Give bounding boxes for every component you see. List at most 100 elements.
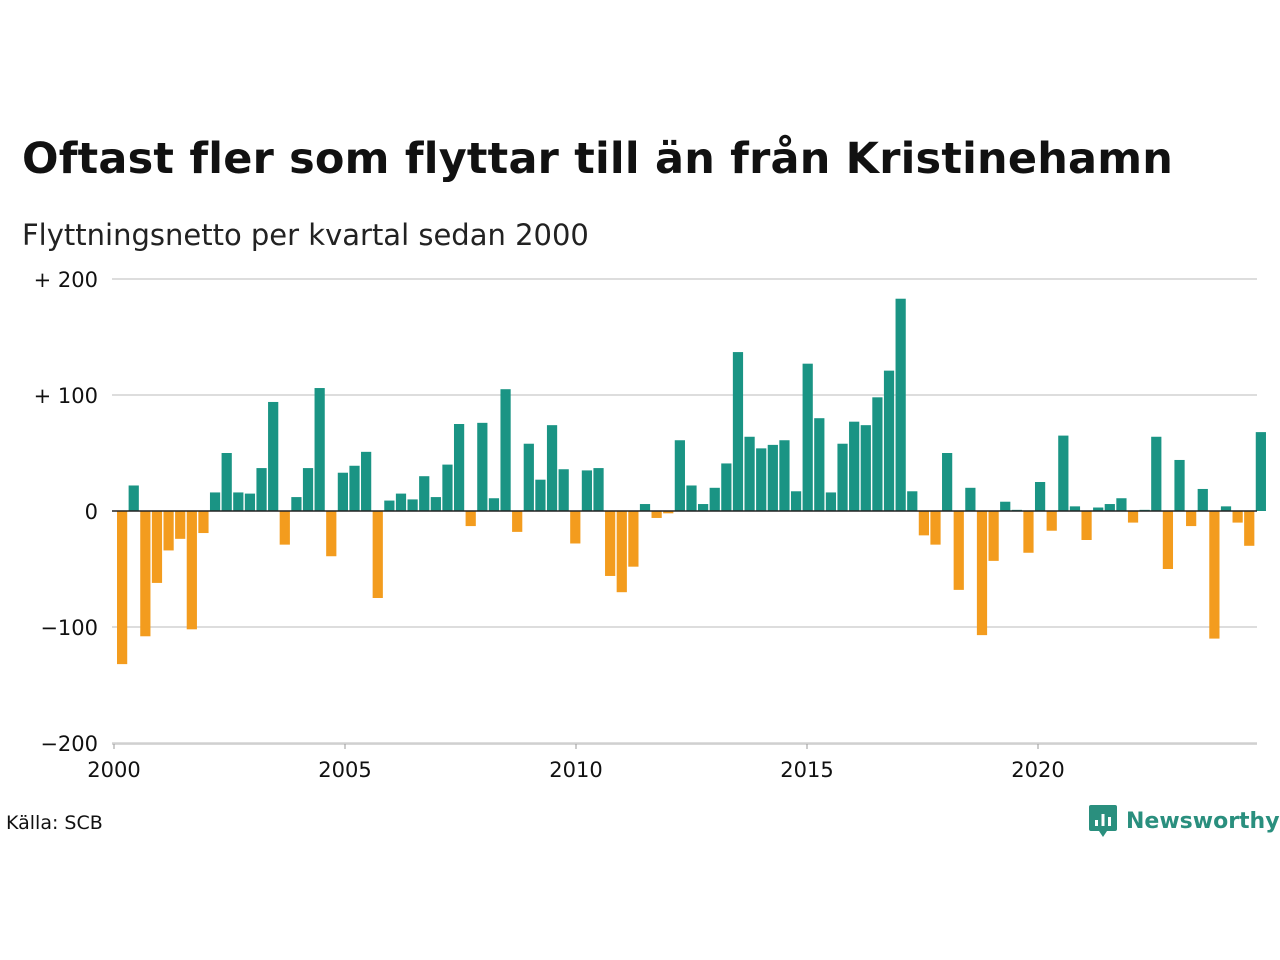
x-tick-label: 2015	[780, 758, 833, 782]
bar	[477, 422, 488, 511]
bar	[1000, 501, 1011, 511]
bar	[930, 511, 941, 545]
y-tick-label: −100	[40, 616, 98, 640]
bar	[814, 418, 825, 511]
bar	[395, 493, 407, 511]
bar	[512, 511, 523, 532]
bars	[117, 298, 1266, 665]
bar	[314, 388, 325, 511]
bar	[860, 425, 871, 511]
bar	[256, 468, 267, 511]
bar	[1244, 511, 1255, 546]
bar	[1069, 506, 1081, 511]
bar	[942, 453, 953, 511]
bar	[488, 498, 500, 511]
y-tick-label: 0	[85, 500, 98, 524]
bar	[698, 504, 709, 511]
bar	[802, 363, 813, 511]
bar	[268, 401, 279, 511]
brand-logo: Newsworthy	[1088, 803, 1280, 839]
chart-title: Oftast fler som flyttar till än från Kri…	[22, 134, 1174, 184]
bar	[581, 470, 593, 511]
bar	[1058, 435, 1069, 511]
bar	[163, 511, 174, 551]
bar	[233, 492, 244, 511]
bar	[825, 492, 837, 511]
bar	[988, 511, 999, 561]
bar	[779, 440, 790, 511]
bar	[674, 440, 685, 511]
bar	[976, 511, 988, 636]
bar	[500, 389, 511, 511]
bar	[175, 511, 186, 539]
bar	[384, 500, 395, 511]
bar	[535, 479, 546, 511]
bar	[686, 485, 697, 511]
bar	[1023, 511, 1034, 553]
bar	[907, 491, 918, 511]
bar	[1127, 511, 1139, 523]
grid-lines	[112, 278, 1257, 744]
bar	[849, 421, 860, 511]
y-tick-label: + 100	[34, 384, 98, 408]
bar	[1151, 436, 1162, 511]
bar	[837, 443, 848, 511]
bar	[965, 487, 976, 511]
bar	[349, 465, 360, 511]
bar	[326, 511, 337, 557]
x-axis	[112, 510, 1257, 745]
bar	[1186, 511, 1197, 527]
bar	[1197, 488, 1208, 511]
bar	[419, 476, 430, 511]
x-tick-label: 2020	[1011, 758, 1064, 782]
bar	[558, 469, 569, 511]
bar	[1104, 504, 1115, 511]
bar	[1034, 482, 1046, 511]
x-axis-labels: 2000 2005 2010 2015 2020	[87, 744, 1065, 782]
bar	[1046, 511, 1057, 531]
bar	[372, 511, 383, 598]
newsworthy-logo-icon	[1089, 805, 1117, 837]
bar	[767, 444, 778, 511]
bar	[209, 492, 221, 511]
bar	[279, 511, 290, 545]
bar	[453, 424, 465, 511]
bar	[709, 487, 720, 511]
x-tick-label: 2005	[318, 758, 371, 782]
bar	[1255, 432, 1266, 511]
chart-subtitle: Flyttningsnetto per kvartal sedan 2000	[22, 218, 589, 252]
bar	[442, 464, 453, 511]
bar	[953, 511, 964, 590]
bar	[291, 497, 302, 511]
bar	[872, 397, 883, 511]
bar	[140, 511, 151, 637]
bar	[128, 485, 139, 511]
bar	[721, 463, 732, 511]
bar	[302, 468, 314, 511]
bar	[1093, 507, 1104, 511]
bar	[732, 352, 744, 511]
bar	[1220, 506, 1232, 511]
bar	[117, 511, 128, 665]
bar	[361, 451, 372, 511]
bar	[1162, 511, 1174, 569]
bar	[628, 511, 639, 567]
bar	[198, 511, 209, 534]
bar	[1116, 498, 1127, 511]
bar	[651, 511, 662, 518]
bar	[790, 491, 802, 511]
bar	[1232, 511, 1243, 523]
bar	[523, 443, 534, 511]
bar	[883, 370, 895, 511]
bar	[593, 468, 604, 511]
bar	[186, 511, 197, 630]
bar	[616, 511, 627, 593]
x-tick-label: 2000	[87, 758, 140, 782]
y-axis-labels: + 200 + 100 0 −100 −200	[34, 268, 98, 756]
y-tick-label: −200	[40, 732, 98, 756]
bar	[744, 436, 755, 511]
bar	[663, 511, 674, 514]
brand-name: Newsworthy	[1126, 808, 1280, 834]
bar	[465, 511, 476, 527]
